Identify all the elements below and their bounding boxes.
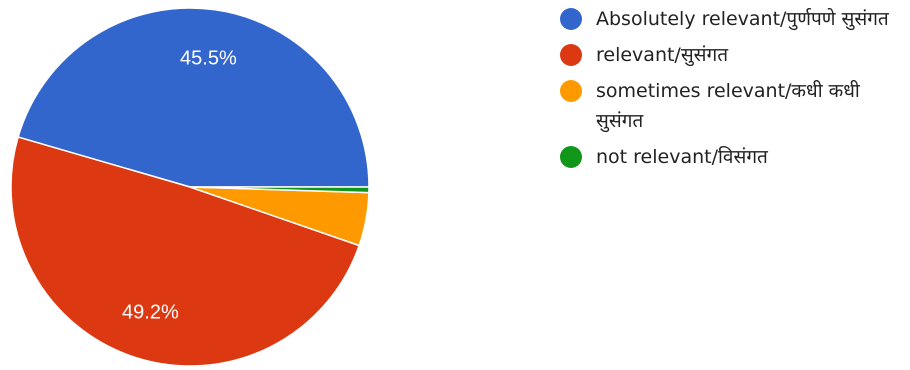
legend-item[interactable]: Absolutely relevant/पुर्णपणे सुसंगत bbox=[560, 4, 905, 34]
legend-item[interactable]: not relevant/विसंगत bbox=[560, 142, 905, 172]
legend-label: Absolutely relevant/पुर्णपणे सुसंगत bbox=[596, 8, 889, 30]
legend-label: not relevant/विसंगत bbox=[596, 146, 768, 168]
pie-chart: 45.5% 49.2% bbox=[10, 7, 370, 367]
legend-swatch-icon bbox=[560, 146, 582, 168]
legend-label: relevant/सुसंगत bbox=[596, 44, 729, 66]
legend-swatch-icon bbox=[560, 80, 582, 102]
pie-slice-not-relevant[interactable] bbox=[189, 186, 370, 194]
legend-swatch-icon bbox=[560, 8, 582, 30]
pie-slice-absolutely-relevant[interactable] bbox=[17, 7, 370, 188]
slice-data-label: 45.5% bbox=[180, 48, 237, 70]
legend-item[interactable]: sometimes relevant/कधी कधी सुसंगत bbox=[560, 76, 905, 136]
legend: Absolutely relevant/पुर्णपणे सुसंगत rele… bbox=[560, 4, 905, 178]
legend-item[interactable]: relevant/सुसंगत bbox=[560, 40, 905, 70]
legend-swatch-icon bbox=[560, 44, 582, 66]
slice-data-label: 49.2% bbox=[122, 302, 179, 324]
pie-slice-relevant[interactable] bbox=[10, 136, 361, 367]
legend-label: sometimes relevant/कधी कधी सुसंगत bbox=[596, 80, 860, 132]
